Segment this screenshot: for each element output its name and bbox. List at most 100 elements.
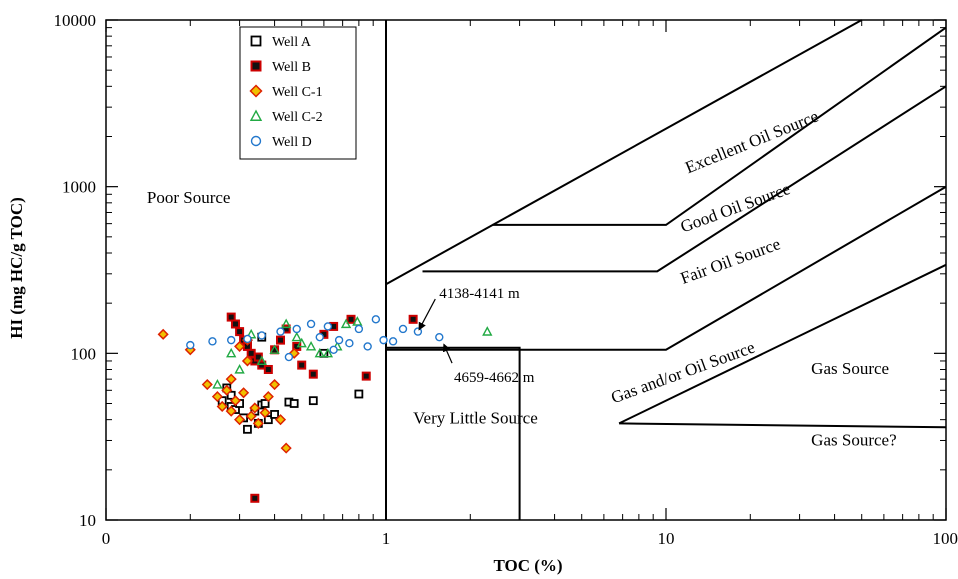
data-point <box>379 335 388 345</box>
y-axis-title: HI (mg HC/g TOC) <box>7 197 26 339</box>
data-point <box>252 417 264 429</box>
data-point <box>354 324 364 334</box>
data-point <box>274 414 287 426</box>
legend: Well A Well B Well C-1 Well C-2 Well D <box>239 26 357 160</box>
data-point <box>306 319 316 329</box>
data-point <box>291 331 302 342</box>
source-region-boundaries <box>385 19 947 520</box>
data-point <box>250 493 260 503</box>
x-tick-label: 10 <box>658 529 675 548</box>
data-point <box>216 400 228 413</box>
data-point <box>230 319 240 329</box>
series-well-d <box>186 315 444 362</box>
legend-marker <box>250 60 262 72</box>
annotation-label: 4659-4662 m <box>454 370 535 386</box>
region-boundary <box>386 346 521 520</box>
annotation-label: 4138-4141 m <box>439 286 520 302</box>
data-point <box>371 315 381 324</box>
data-point <box>263 364 273 374</box>
y-tick-label: 10000 <box>54 11 97 30</box>
data-point <box>361 371 371 381</box>
data-point <box>308 396 318 406</box>
region-label: Gas Source? <box>811 430 896 449</box>
depth-annotations: 4138-4141 m 4659-4662 m <box>418 286 535 386</box>
data-point <box>340 318 352 329</box>
data-point <box>234 364 245 374</box>
legend-label: Well D <box>272 135 312 150</box>
region-boundary <box>386 185 947 351</box>
legend-label: Well C-1 <box>272 85 323 100</box>
data-point <box>229 395 242 407</box>
data-point <box>157 328 169 340</box>
data-point <box>227 335 236 345</box>
legend-marker <box>249 109 263 121</box>
x-tick-label: 0 <box>102 529 111 548</box>
data-point <box>346 314 356 324</box>
data-point <box>211 391 223 403</box>
data-point <box>260 399 270 408</box>
data-point <box>225 405 237 417</box>
data-point <box>322 347 334 358</box>
data-point <box>388 337 398 346</box>
x-tick-label: 1 <box>382 529 391 548</box>
data-point <box>256 355 267 366</box>
data-point <box>201 378 213 391</box>
legend-marker <box>249 84 263 98</box>
data-point <box>212 379 223 389</box>
data-series <box>157 312 493 503</box>
x-tick-label: 100 <box>933 529 958 548</box>
data-point <box>243 424 252 434</box>
plot-frame <box>105 19 947 521</box>
data-point <box>289 399 299 408</box>
data-point <box>334 335 344 345</box>
data-point <box>269 378 281 391</box>
data-point <box>329 345 338 355</box>
region-label: Gas Source <box>811 359 889 378</box>
data-point <box>345 339 354 348</box>
data-point <box>234 340 246 352</box>
data-point <box>280 318 292 329</box>
data-point <box>208 337 217 346</box>
data-point <box>408 314 418 324</box>
region-boundary <box>422 85 947 273</box>
region-boundary <box>385 19 863 286</box>
legend-label: Well C-2 <box>272 110 323 125</box>
data-point <box>276 327 285 336</box>
data-point <box>269 344 280 354</box>
y-tick-label: 10 <box>79 511 96 530</box>
data-point <box>259 407 271 419</box>
data-point <box>323 322 333 331</box>
y-tick-label: 100 <box>71 344 97 363</box>
data-point <box>363 342 372 351</box>
data-point <box>352 316 363 326</box>
data-point <box>305 340 317 351</box>
data-point <box>315 332 324 342</box>
data-point <box>226 347 237 358</box>
data-point <box>398 324 408 334</box>
data-point <box>262 391 274 403</box>
data-point <box>186 340 195 350</box>
data-point <box>249 402 261 414</box>
data-point <box>257 331 266 340</box>
data-point <box>226 390 236 400</box>
region-boundary <box>618 263 947 425</box>
data-point <box>296 337 307 348</box>
axes: 0 1 10 100 10 100 1000 10000 <box>54 11 958 548</box>
legend-label: Well B <box>272 60 311 75</box>
region-boundary <box>619 422 947 429</box>
y-tick-label: 1000 <box>62 178 96 197</box>
legend-label: Well A <box>272 35 312 50</box>
annotation-arrow <box>442 343 453 364</box>
data-point <box>235 327 245 337</box>
region-label: Very Little Source <box>413 408 538 427</box>
data-point <box>238 387 250 399</box>
data-point <box>284 352 294 362</box>
data-point <box>280 442 292 454</box>
data-point <box>225 373 237 385</box>
data-point <box>234 414 246 426</box>
data-point <box>413 327 423 336</box>
region-label: Poor Source <box>147 188 231 207</box>
data-point <box>482 326 493 336</box>
region-boundary <box>492 26 947 226</box>
